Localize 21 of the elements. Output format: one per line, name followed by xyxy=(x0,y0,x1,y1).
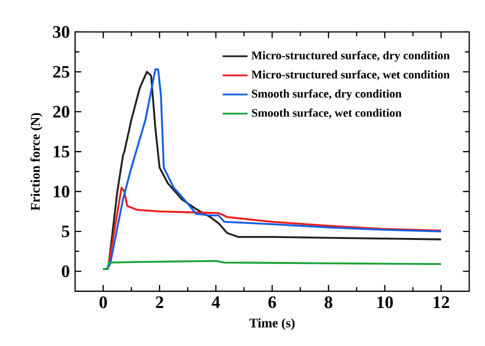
x-tick-label: 2 xyxy=(156,296,164,308)
x-tick-label: 8 xyxy=(324,296,332,308)
y-tick-label: 0 xyxy=(62,265,70,277)
line-series xyxy=(102,260,442,270)
x-tick-label: 6 xyxy=(268,296,276,308)
x-tick-label: 12 xyxy=(434,296,450,308)
y-tick-label: 10 xyxy=(54,185,70,198)
legend-label: Smooth surface, wet condition xyxy=(252,108,402,118)
x-tick-label: 10 xyxy=(377,296,393,308)
y-tick-label: 5 xyxy=(62,225,70,237)
y-tick-label: 20 xyxy=(53,106,70,118)
legend-label: Smooth surface, dry condition xyxy=(252,89,402,100)
y-tick-label: 15 xyxy=(54,146,70,158)
y-tick-label: 30 xyxy=(53,26,70,38)
y-axis-title: Friction force (N) xyxy=(30,112,42,210)
legend-label: Micro-structured surface, wet condition xyxy=(252,70,450,80)
x-axis-title: Time (s) xyxy=(249,318,295,330)
x-tick-label: 0 xyxy=(100,296,107,308)
x-tick-label: 4 xyxy=(212,296,220,308)
legend-label: Micro-structured surface, dry condition xyxy=(252,50,450,62)
y-tick-label: 25 xyxy=(53,66,70,78)
